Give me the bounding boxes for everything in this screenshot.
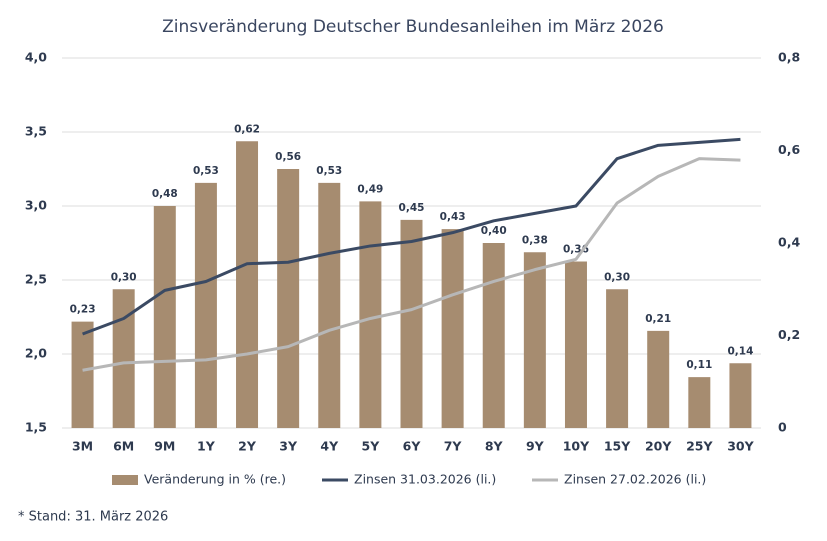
bar <box>482 243 505 428</box>
data-label: 0,21 <box>645 313 671 325</box>
x-tick-label: 9Y <box>526 439 545 454</box>
footnote: * Stand: 31. März 2026 <box>18 510 168 525</box>
x-tick-label: 1Y <box>197 439 216 454</box>
data-label: 0,48 <box>152 188 178 200</box>
line <box>82 157 741 372</box>
bar <box>112 289 135 428</box>
bar <box>153 206 176 428</box>
bar <box>441 229 464 428</box>
x-tick-label: 2Y <box>238 439 257 454</box>
y-tick-label: 1,5 <box>25 420 47 435</box>
data-label: 0,38 <box>522 234 548 246</box>
legend-label: Zinsen 31.03.2026 (li.) <box>354 472 496 487</box>
x-tick-label: 6Y <box>403 439 422 454</box>
legend-swatch <box>112 475 138 485</box>
x-tick-label: 8Y <box>485 439 504 454</box>
data-label: 0,30 <box>604 271 630 283</box>
bar <box>277 169 300 428</box>
bar <box>688 377 711 428</box>
bar <box>564 261 587 428</box>
data-label: 0,62 <box>234 123 260 135</box>
data-label: 0,23 <box>70 304 96 316</box>
legend-label: Zinsen 27.02.2026 (li.) <box>564 472 706 487</box>
x-tick-label: 7Y <box>444 439 463 454</box>
bar <box>359 201 382 428</box>
x-tick-label: 20Y <box>645 439 672 454</box>
data-label: 0,14 <box>727 345 753 357</box>
x-tick-label: 10Y <box>563 439 590 454</box>
line <box>82 137 741 336</box>
data-label: 0,30 <box>111 271 137 283</box>
bar <box>400 219 423 428</box>
bar <box>523 252 546 428</box>
data-label: 0,53 <box>193 165 219 177</box>
data-label: 0,43 <box>440 211 466 223</box>
bar <box>318 182 341 428</box>
y-tick-label: 4,0 <box>25 50 47 65</box>
data-label: 0,45 <box>399 202 425 214</box>
chart-title: Zinsveränderung Deutscher Bundesanleihen… <box>162 17 664 37</box>
x-tick-label: 5Y <box>362 439 381 454</box>
y2-tick-label: 0,2 <box>778 327 800 342</box>
y-tick-label: 2,5 <box>25 272 47 287</box>
y-tick-label: 3,0 <box>25 198 47 213</box>
y-tick-label: 2,0 <box>25 346 47 361</box>
x-tick-label: 6M <box>113 439 134 454</box>
x-tick-label: 4Y <box>320 439 339 454</box>
x-tick-label: 3M <box>72 439 93 454</box>
bar <box>606 289 629 428</box>
bar <box>194 182 217 428</box>
bar <box>729 363 752 428</box>
x-tick-label: 3Y <box>279 439 298 454</box>
legend-label: Veränderung in % (re.) <box>144 472 286 487</box>
data-label: 0,49 <box>357 183 383 195</box>
x-tick-label: 25Y <box>686 439 713 454</box>
x-tick-label: 9M <box>154 439 175 454</box>
x-tick-label: 30Y <box>727 439 754 454</box>
bar <box>647 330 670 428</box>
data-label: 0,53 <box>316 165 342 177</box>
bar <box>71 321 94 428</box>
data-label: 0,56 <box>275 151 301 163</box>
data-label: 0,40 <box>481 225 507 237</box>
y2-tick-label: 0,6 <box>778 142 800 157</box>
y-tick-label: 3,5 <box>25 124 47 139</box>
y2-tick-label: 0 <box>778 420 787 435</box>
x-tick-label: 15Y <box>604 439 631 454</box>
y2-tick-label: 0,8 <box>778 50 800 65</box>
bar <box>236 141 259 428</box>
data-label: 0,11 <box>686 359 712 371</box>
y2-tick-label: 0,4 <box>778 235 800 250</box>
